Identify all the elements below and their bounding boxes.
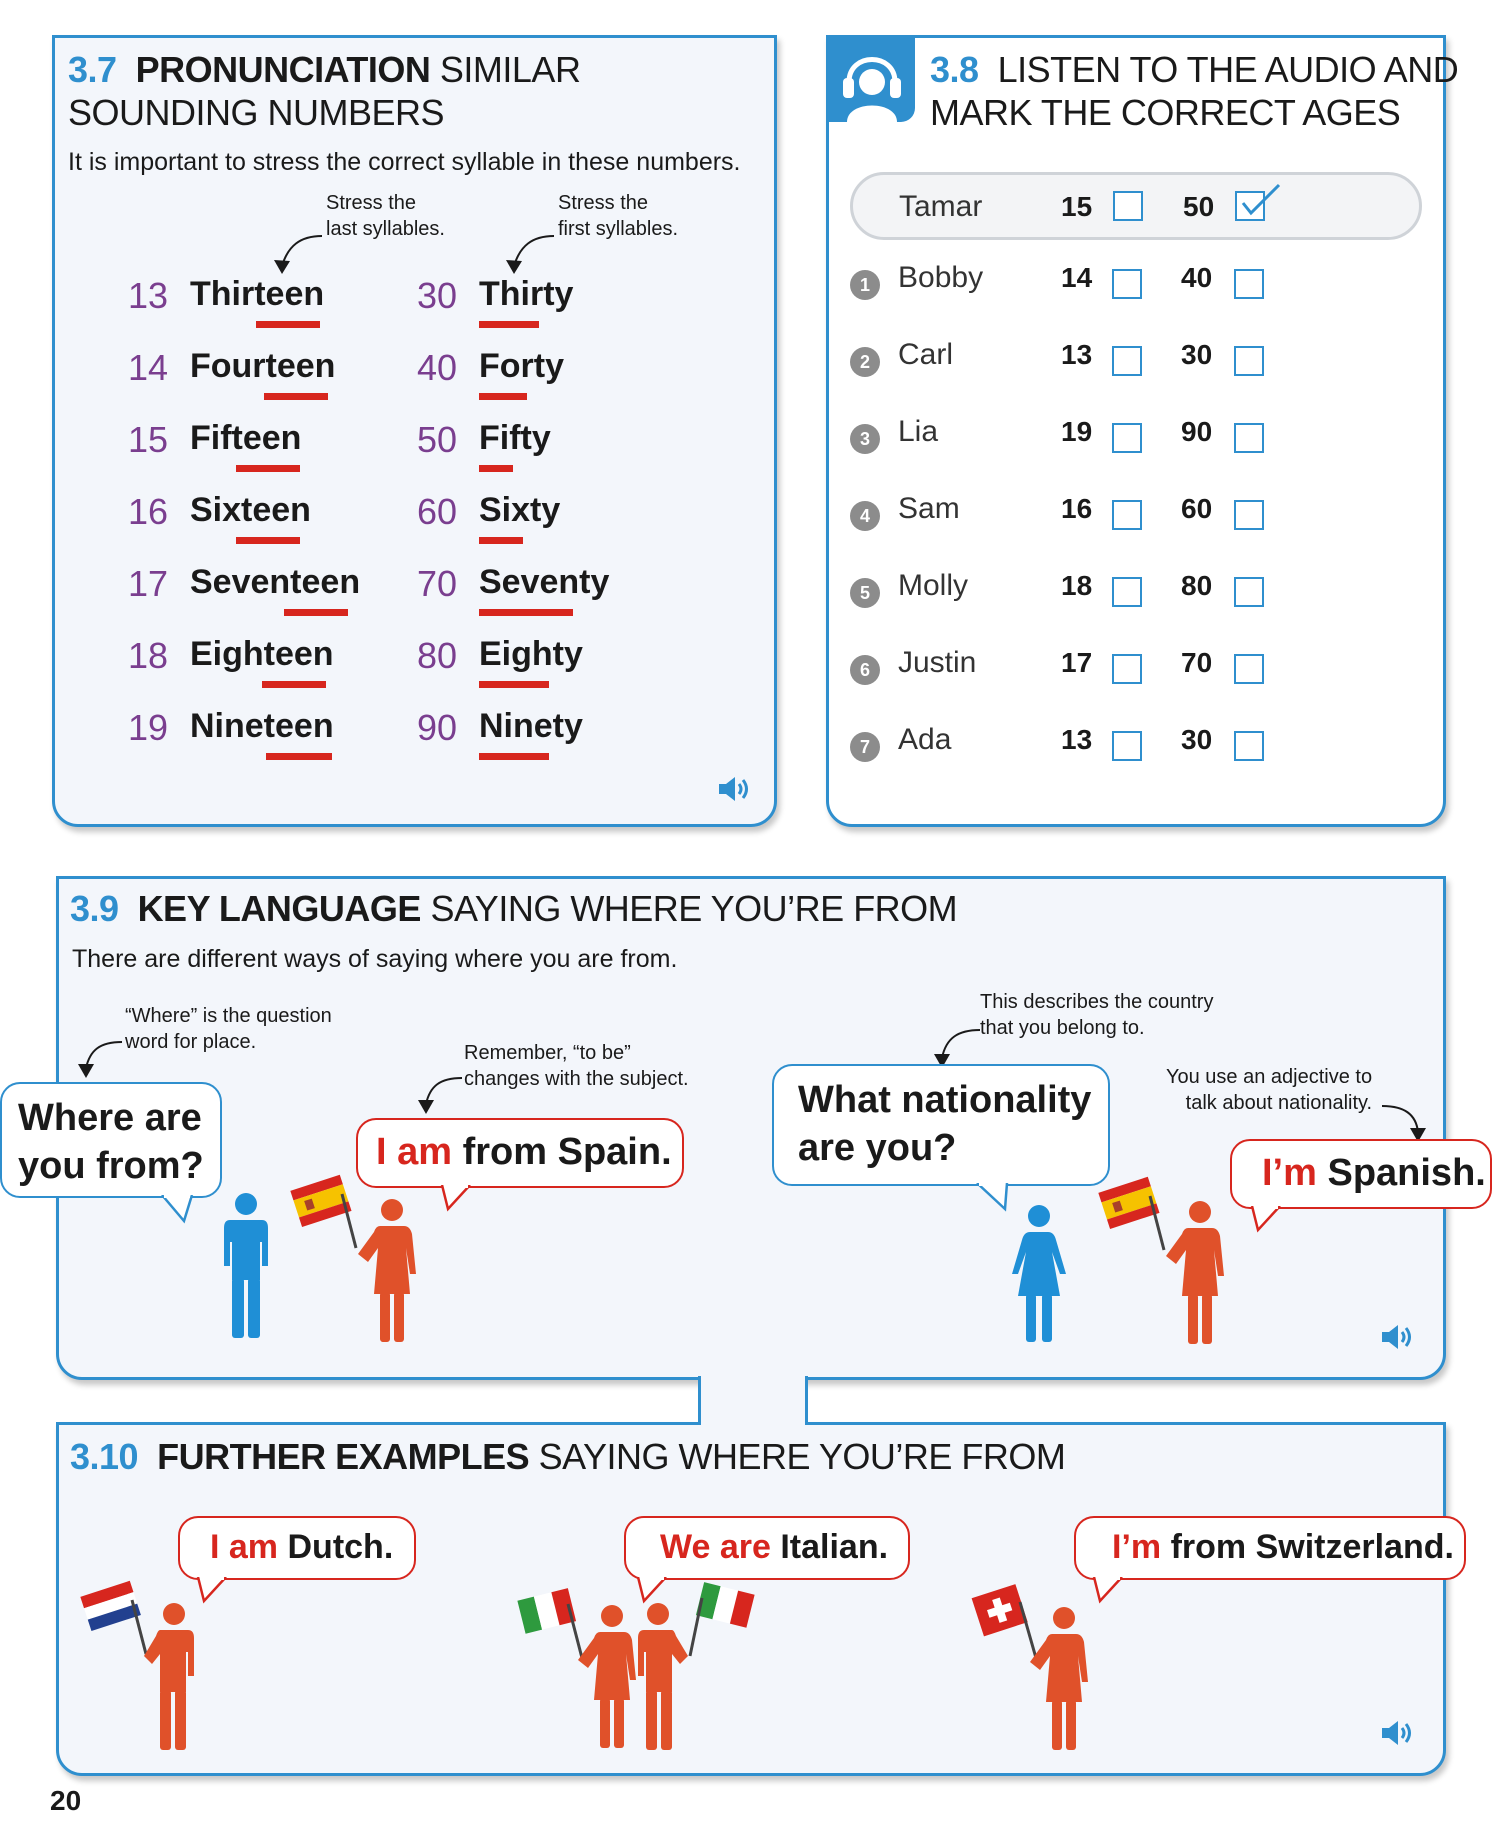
note-to-be: Remember, “to be” changes with the subjec… — [464, 1042, 689, 1090]
age-checkbox[interactable] — [1234, 654, 1264, 684]
age-row: 2 Carl 13 30 — [826, 334, 1426, 394]
section-connector — [698, 1376, 808, 1426]
note-stress-last: Stress the last syllables. — [326, 192, 445, 240]
age-checkbox[interactable] — [1234, 731, 1264, 761]
spain-flag-icon — [290, 1174, 358, 1249]
italy-flag-icon — [688, 1582, 755, 1657]
age-checkbox[interactable] — [1234, 577, 1264, 607]
audio-speaker-icon[interactable] — [1380, 1718, 1416, 1748]
netherlands-flag-icon — [80, 1580, 148, 1655]
age-row: 7 Ada 13 30 — [826, 719, 1426, 779]
stress-underline — [479, 321, 539, 328]
arrow-adjective — [1381, 1105, 1426, 1142]
arrow-stress-first — [506, 235, 555, 274]
section-3-9-panel — [56, 876, 1446, 1380]
stress-underline — [284, 609, 348, 616]
speech-bubble-tail — [1092, 1577, 1123, 1604]
age-row: 5 Molly 18 80 — [826, 565, 1426, 625]
section-3-10-title: 3.10 FURTHER EXAMPLES SAYING WHERE YOU’R… — [70, 1436, 1066, 1477]
stress-underline — [479, 753, 549, 760]
age-row: 6 Justin 17 70 — [826, 642, 1426, 702]
arrow-where — [78, 1041, 123, 1078]
stress-underline — [262, 681, 326, 688]
age-rows: 1 Bobby 14 40 2 Carl 13 30 3 Lia 19 90 4 Sam… — [826, 0, 1446, 800]
speech-bubble-tail — [440, 1185, 471, 1212]
section-3-7-intro: It is important to stress the correct sy… — [68, 148, 741, 176]
person-red-man-figure — [144, 1603, 194, 1750]
age-example-row: Tamar 15 50 — [850, 172, 1422, 240]
section-3-9-title: 3.9 KEY LANGUAGE SAYING WHERE YOU’RE FRO… — [70, 888, 958, 929]
section-3-8-title: 3.8 LISTEN TO THE AUDIO AND MARK THE COR… — [930, 49, 1459, 133]
age-checkbox[interactable] — [1112, 269, 1142, 299]
speech-bubble-tail — [976, 1183, 1009, 1212]
example-age-1: 15 — [1061, 191, 1093, 222]
speech-bubble-tail — [1250, 1206, 1281, 1233]
person-blue-man-figure — [224, 1193, 268, 1338]
person-red-man-figure — [638, 1603, 688, 1750]
person-red-woman-figure — [1166, 1201, 1224, 1344]
speech-bubble-tail — [636, 1577, 667, 1604]
headphones-icon — [843, 57, 901, 122]
age-checkbox[interactable] — [1112, 731, 1142, 761]
stress-underline — [256, 321, 320, 328]
age-row: 4 Sam 16 60 — [826, 488, 1426, 548]
speech-bubble-i-am-dutch: I am Dutch. — [178, 1516, 416, 1580]
stress-underline — [266, 753, 332, 760]
stress-underline — [479, 393, 527, 400]
person-red-woman-figure — [358, 1199, 416, 1342]
stress-underline — [479, 681, 549, 688]
audio-speaker-icon[interactable] — [1380, 1322, 1416, 1352]
age-checkbox[interactable] — [1234, 500, 1264, 530]
audio-speaker-icon[interactable] — [717, 774, 753, 804]
age-checkbox[interactable] — [1112, 500, 1142, 530]
example-checkbox-1 — [1113, 191, 1143, 221]
stress-underline — [479, 609, 573, 616]
section-3-7-panel — [52, 35, 777, 827]
headphones-badge — [829, 38, 915, 122]
section-3-7-title: 3.7 PRONUNCIATION SIMILAR SOUNDING NUMBE… — [68, 49, 581, 133]
stress-underline — [479, 537, 523, 544]
age-checkbox[interactable] — [1112, 346, 1142, 376]
person-red-woman-figure — [1030, 1607, 1088, 1750]
age-checkbox[interactable] — [1234, 269, 1264, 299]
age-checkbox[interactable] — [1234, 346, 1264, 376]
note-stress-first: Stress the first syllables. — [558, 192, 679, 240]
age-checkbox[interactable] — [1234, 423, 1264, 453]
speech-bubble-tail — [161, 1195, 194, 1224]
speech-bubble-im-from-switzerland: I’m from Switzerland. — [1074, 1516, 1466, 1580]
note-nationality: This describes the country that you belon… — [980, 991, 1214, 1039]
arrow-stress-last — [274, 235, 323, 274]
arrow-to-be — [418, 1077, 463, 1114]
italy-flag-icon — [517, 1588, 584, 1659]
age-checkbox[interactable] — [1112, 423, 1142, 453]
checkmark-icon — [1241, 183, 1281, 216]
speech-bubble-i-am-from-spain: I am from Spain. — [356, 1118, 684, 1188]
section-connector-cover — [701, 1420, 805, 1426]
section-3-9-intro: There are different ways of saying where… — [72, 945, 678, 973]
stress-underline — [236, 465, 300, 472]
age-checkbox[interactable] — [1112, 577, 1142, 607]
speech-bubble-where-are-you-from: Where are you from? — [0, 1082, 222, 1198]
stress-underline — [236, 537, 300, 544]
example-age-2: 50 — [1183, 191, 1215, 222]
speech-bubble-we-are-italian: We are Italian. — [624, 1516, 910, 1580]
person-red-woman-figure — [578, 1605, 636, 1748]
age-row: 3 Lia 19 90 — [826, 411, 1426, 471]
person-blue-woman-figure — [1012, 1205, 1066, 1342]
speech-bubble-im-spanish: I’m Spanish. — [1230, 1139, 1492, 1209]
stress-underline — [479, 465, 513, 472]
speech-bubble-what-nationality: What nationality are you? — [772, 1064, 1110, 1186]
switzerland-flag-icon — [971, 1584, 1038, 1659]
speech-bubble-tail — [196, 1577, 227, 1604]
age-row: 1 Bobby 14 40 — [826, 257, 1426, 317]
age-checkbox[interactable] — [1112, 654, 1142, 684]
spain-flag-icon — [1098, 1176, 1166, 1251]
example-name: Tamar — [899, 190, 983, 223]
page-number: 20 — [50, 1785, 82, 1816]
stress-underline — [264, 393, 328, 400]
arrow-nationality — [934, 1029, 981, 1068]
note-adjective: You use an adjective to talk about nation… — [1166, 1066, 1373, 1114]
note-where: “Where” is the question word for place. — [125, 1005, 332, 1053]
